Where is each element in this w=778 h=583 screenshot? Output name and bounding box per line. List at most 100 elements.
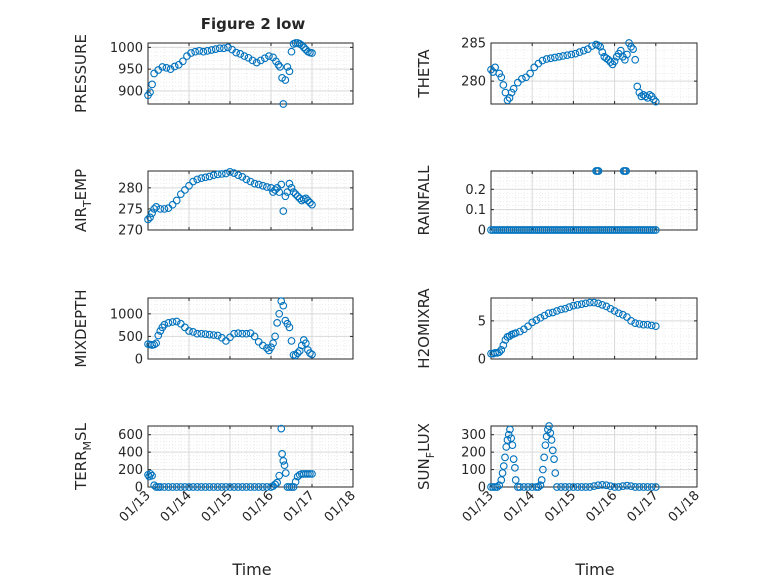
- data-point: [495, 348, 504, 356]
- data-point: [497, 346, 506, 354]
- subplot-mixdepth: 0 500 1000 MIXDEPTH: [72, 289, 354, 368]
- data-point: [144, 215, 152, 224]
- data-point: [614, 309, 623, 318]
- series-h2omixra: [487, 298, 660, 358]
- data-point: [291, 351, 300, 360]
- data-point: [158, 63, 167, 71]
- data-point: [651, 322, 660, 331]
- data-point: [172, 196, 181, 205]
- data-point: [522, 73, 530, 82]
- y-axis-label: THETA: [415, 49, 433, 99]
- data-point: [222, 169, 230, 178]
- data-point: [575, 48, 584, 57]
- data-point: [302, 194, 310, 203]
- x-tick-label: 01/16: [583, 488, 620, 525]
- data-point: [551, 469, 560, 477]
- data-point: [511, 476, 520, 484]
- data-point: [573, 483, 582, 491]
- y-tick-label: 0: [135, 481, 143, 496]
- data-point: [623, 50, 631, 59]
- data-point: [224, 43, 232, 52]
- data-point: [220, 44, 228, 53]
- data-point: [555, 52, 563, 61]
- data-point: [635, 88, 644, 97]
- data-point: [289, 188, 298, 196]
- data-point: [544, 309, 553, 318]
- data-point: [610, 307, 619, 315]
- subplot-pressure: 900 950 1000 PRESSURE: [72, 34, 354, 113]
- axes-box: [490, 297, 698, 360]
- data-point: [156, 483, 165, 491]
- data-point: [491, 63, 499, 72]
- data-point: [629, 45, 637, 53]
- data-point: [164, 483, 173, 491]
- data-point: [571, 49, 580, 58]
- data-point: [577, 483, 586, 491]
- data-point: [627, 482, 635, 490]
- data-point: [540, 453, 549, 462]
- data-point: [506, 425, 514, 434]
- subplot-theta: 280 285 THETA: [415, 37, 698, 106]
- data-point: [160, 205, 169, 213]
- data-point: [166, 65, 175, 73]
- data-point: [547, 436, 556, 444]
- data-point: [185, 181, 193, 190]
- data-point: [238, 173, 247, 181]
- data-point: [621, 55, 629, 64]
- data-point: [156, 205, 165, 213]
- data-point: [248, 56, 257, 65]
- series-rainfall: [487, 167, 660, 234]
- x-tick-label: 01/18: [666, 488, 703, 525]
- data-point: [499, 462, 508, 470]
- data-point: [561, 304, 570, 313]
- data-point: [240, 52, 249, 60]
- data-point: [250, 483, 259, 491]
- data-point: [207, 46, 216, 54]
- y-tick-label: 280: [118, 181, 143, 196]
- subplot-air-temp: 270 275 280 AIRTEMP: [72, 167, 354, 239]
- y-axis-label: PRESSURE: [72, 34, 90, 113]
- data-point: [197, 329, 206, 338]
- data-point: [499, 341, 508, 350]
- data-point: [181, 186, 189, 194]
- axes-box: [147, 42, 354, 105]
- data-point: [152, 202, 161, 211]
- data-point: [594, 481, 602, 490]
- data-point: [205, 483, 214, 491]
- data-point: [536, 481, 545, 490]
- data-point: [246, 483, 255, 491]
- data-point: [162, 63, 171, 72]
- data-point: [209, 483, 218, 491]
- data-point: [647, 321, 656, 330]
- data-point: [201, 483, 210, 491]
- y-tick-label: 500: [118, 330, 143, 345]
- data-point: [217, 483, 226, 491]
- data-point: [271, 480, 279, 489]
- y-tick-label: 0: [478, 353, 486, 368]
- data-point: [254, 483, 263, 491]
- data-point: [561, 483, 570, 491]
- y-tick-label: 270: [118, 224, 143, 239]
- data-point: [287, 337, 296, 345]
- data-point: [526, 69, 534, 78]
- data-point: [222, 483, 230, 491]
- data-point: [308, 200, 316, 209]
- axes-box: [490, 425, 698, 488]
- data-point: [287, 47, 296, 56]
- data-point: [302, 339, 310, 348]
- data-point: [205, 172, 214, 181]
- data-point: [548, 446, 557, 455]
- data-point: [548, 308, 557, 317]
- y-tick-label: 0.1: [465, 203, 486, 218]
- data-point: [265, 52, 273, 60]
- data-point: [148, 80, 156, 89]
- data-point: [199, 47, 208, 56]
- data-point: [534, 483, 543, 491]
- data-point: [238, 483, 247, 491]
- data-point: [191, 47, 199, 56]
- data-point: [651, 97, 660, 106]
- data-point: [501, 453, 509, 462]
- data-point: [297, 41, 306, 50]
- data-point: [281, 469, 290, 477]
